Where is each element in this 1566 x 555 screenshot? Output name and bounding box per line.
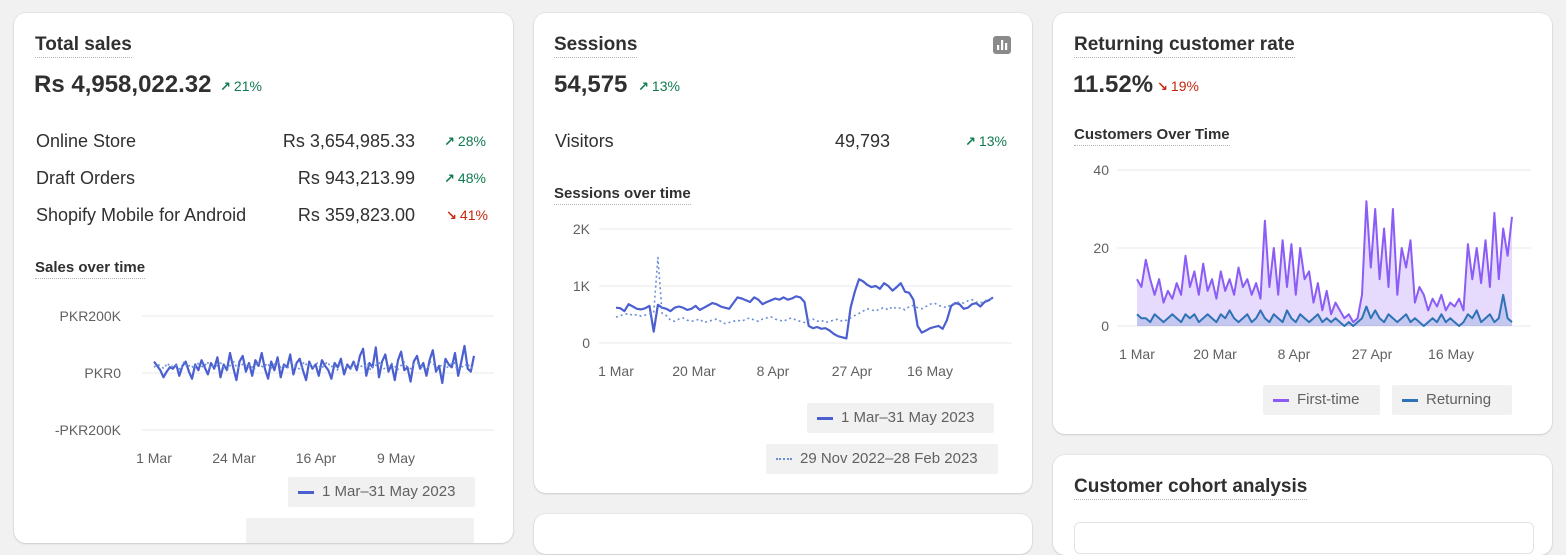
channel-label-draft-orders: Draft Orders	[36, 168, 136, 188]
visitors-trend: ↗ 13%	[965, 133, 1007, 149]
arrow-up-right-icon: ↗	[444, 171, 455, 186]
x-tick-label: 16 Apr	[296, 450, 337, 466]
channel-label-online-store: Online Store	[36, 131, 137, 151]
x-tick-label: 27 Apr	[1352, 346, 1393, 362]
x-tick-label: 20 Mar	[672, 363, 716, 379]
channel-trend-draft-orders: ↗ 48%	[444, 170, 486, 186]
arrow-up-right-icon: ↗	[965, 134, 976, 149]
x-tick-label: 27 Apr	[832, 363, 873, 379]
series-line-first-time	[1136, 200, 1513, 324]
legend-solid-line-icon	[298, 490, 314, 494]
y-tick-label: 0	[582, 335, 590, 351]
channel-label-shopify-mobile: Shopify Mobile for Android	[36, 205, 247, 225]
visitors-label: Visitors	[555, 131, 614, 151]
total-sales-value: Rs 4,958,022.32	[34, 71, 212, 98]
arrow-up-right-icon: ↗	[220, 79, 231, 94]
total-sales-trend: ↗ 21%	[220, 78, 262, 94]
sales-chart-grid: PKR200K PKR0 -PKR200K 1 Mar 24 Mar 16 Apr 9 Ma…	[55, 308, 494, 466]
sessions-trend: ↗ 13%	[638, 78, 680, 94]
legend-returning[interactable]: Returning	[1392, 385, 1512, 415]
legend-current-period[interactable]: 1 Mar–31 May 2023	[807, 403, 995, 433]
legend-current-period[interactable]: 1 Mar–31 May 2023	[288, 477, 476, 507]
x-tick-label: 1 Mar	[136, 450, 172, 466]
x-tick-label: 1 Mar	[1119, 346, 1155, 362]
x-tick-label: 16 May	[1428, 346, 1474, 362]
total-sales-title[interactable]: Total sales	[35, 34, 132, 58]
sessions-card: Sessions 54,575 ↗ 13% Visitors 49,793 ↗ 13…	[534, 13, 1032, 493]
returning-rate-title[interactable]: Returning customer rate	[1074, 34, 1295, 58]
series-line-1-mar-31-may-2023	[615, 278, 994, 340]
channel-trend-online-store: ↗ 28%	[444, 133, 486, 149]
x-tick-label: 16 May	[907, 363, 953, 379]
channel-amount-draft-orders: Rs 943,213.99	[297, 168, 415, 188]
customers-chart-title[interactable]: Customers Over Time	[1074, 126, 1230, 146]
arrow-down-right-icon: ↘	[1157, 79, 1168, 94]
bar-chart-icon[interactable]	[993, 36, 1011, 54]
y-tick-label: 1K	[573, 278, 591, 294]
series-area-returning	[1137, 294, 1512, 326]
legend-dotted-line-icon	[776, 458, 792, 461]
sessions-value: 54,575	[554, 71, 628, 98]
sessions-chart-grid: 2K 1K 0 1 Mar 20 Mar 8 Apr 27 Apr 16 May	[573, 221, 1012, 379]
y-tick-label: 0	[1101, 318, 1109, 334]
total-sales-card: Total sales Rs 4,958,022.32 ↗ 21% Online …	[14, 13, 513, 543]
cohort-title[interactable]: Customer cohort analysis	[1074, 476, 1308, 500]
arrow-up-right-icon: ↗	[638, 79, 649, 94]
legend-first-time[interactable]: First-time	[1263, 385, 1380, 415]
sessions-chart-series	[615, 256, 994, 340]
returning-rate-card: Returning customer rate 11.52% ↘ 19% Cust…	[1053, 13, 1552, 434]
series-area-first-time	[1137, 201, 1512, 326]
sessions-chart: 2K 1K 0 1 Mar 20 Mar 8 Apr 27 Apr 16 May	[573, 221, 1012, 379]
returning-rate-trend: ↘ 19%	[1157, 78, 1199, 94]
channel-amount-shopify-mobile: Rs 359,823.00	[297, 205, 415, 225]
visitors-value: 49,793	[834, 131, 890, 151]
y-tick-label: -PKR200K	[55, 422, 122, 438]
cohort-card: Customer cohort analysis	[1053, 455, 1552, 555]
x-tick-label: 9 May	[377, 450, 415, 466]
channel-trend-shopify-mobile: ↘ 41%	[446, 207, 488, 223]
sales-chart-series	[153, 344, 476, 385]
y-tick-label: PKR200K	[60, 308, 122, 324]
sales-chart-title[interactable]: Sales over time	[35, 259, 146, 279]
sessions-title[interactable]: Sessions	[554, 34, 638, 58]
series-line-29-nov-2022-28-feb-2023	[615, 256, 994, 325]
customers-chart-grid: 40 20 0 1 Mar 20 Mar 8 Apr 27 Apr 16 May	[1093, 162, 1531, 362]
x-tick-label: 24 Mar	[212, 450, 256, 466]
legend-previous-period-placeholder	[246, 518, 474, 543]
y-tick-label: 40	[1093, 162, 1109, 178]
y-tick-label: 2K	[573, 221, 591, 237]
x-tick-label: 8 Apr	[1278, 346, 1311, 362]
x-tick-label: 1 Mar	[598, 363, 634, 379]
returning-rate-value: 11.52%	[1073, 71, 1154, 98]
y-tick-label: 20	[1093, 240, 1109, 256]
legend-previous-period[interactable]: 29 Nov 2022–28 Feb 2023	[766, 444, 998, 474]
sales-chart: PKR200K PKR0 -PKR200K 1 Mar 24 Mar 16 Apr 9 Ma…	[55, 308, 494, 466]
sessions-chart-title[interactable]: Sessions over time	[554, 185, 691, 205]
x-tick-label: 8 Apr	[757, 363, 790, 379]
x-tick-label: 20 Mar	[1193, 346, 1237, 362]
customers-chart-series	[1136, 200, 1513, 327]
legend-first-time-line-icon	[1273, 398, 1289, 402]
series-line-29-nov-2022-28-feb-2023	[153, 360, 475, 371]
legend-solid-line-icon	[817, 416, 833, 420]
cohort-table-header	[1074, 522, 1534, 554]
arrow-down-right-icon: ↘	[446, 208, 457, 223]
middle-bottom-card	[534, 514, 1032, 554]
legend-returning-line-icon	[1402, 398, 1418, 402]
channel-amount-online-store: Rs 3,654,985.33	[282, 131, 415, 151]
series-line-returning	[1136, 293, 1513, 327]
customers-chart: 40 20 0 1 Mar 20 Mar 8 Apr 27 Apr 16 May	[1093, 162, 1531, 362]
y-tick-label: PKR0	[84, 365, 121, 381]
series-line-1-mar-31-may-2023	[153, 344, 476, 385]
arrow-up-right-icon: ↗	[444, 134, 455, 149]
